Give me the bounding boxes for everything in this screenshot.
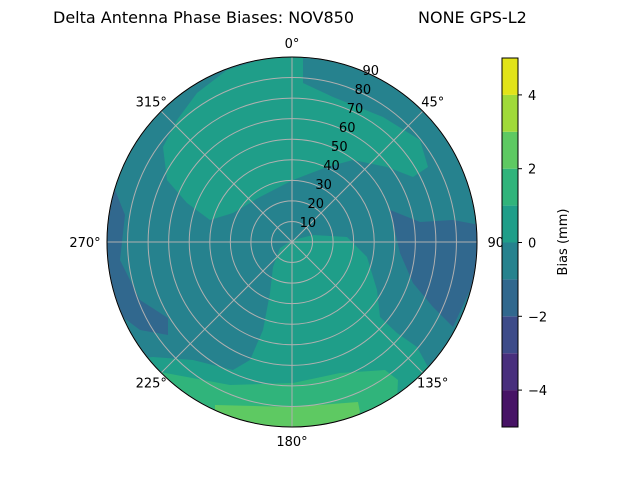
colorbar-band <box>502 390 518 427</box>
radial-tick-label: 80 <box>355 83 372 98</box>
radial-tick-label: 70 <box>347 102 364 117</box>
angular-tick-label: 0° <box>285 37 300 52</box>
colorbar-band <box>502 279 518 317</box>
colorbar-band <box>502 353 518 391</box>
colorbar-tick-label: 2 <box>528 163 536 178</box>
colorbar-band <box>502 58 518 95</box>
colorbar-band <box>502 242 518 280</box>
radial-tick-label: 20 <box>307 197 324 212</box>
angular-tick-label: 180° <box>276 435 307 450</box>
chart-title-left: Delta Antenna Phase Biases: NOV850 <box>53 8 354 27</box>
contour-region-0-1-north <box>163 57 428 220</box>
contour-region-neg2-neg1-east <box>390 210 477 327</box>
colorbar-label: Bias (mm) <box>556 209 571 276</box>
contour-region-2-3-south <box>215 402 360 427</box>
radial-tick-label: 60 <box>339 121 356 136</box>
chart-title-right: NONE GPS-L2 <box>418 8 527 27</box>
colorbar-tick-label: −4 <box>528 384 547 399</box>
angular-tick-label: 270° <box>69 236 100 251</box>
contour-region-neg2-neg1-west <box>107 190 168 335</box>
colorbar-tick-label: 4 <box>528 89 536 104</box>
colorbar: −4 −2 0 2 4 <box>501 57 547 428</box>
colorbar-band <box>502 131 518 169</box>
angular-tick-label: 225° <box>136 377 167 392</box>
colorbar-band <box>502 316 518 354</box>
colorbar-band <box>502 205 518 243</box>
polar-grid <box>106 56 478 428</box>
angular-tick-label: 45° <box>421 95 444 110</box>
radial-tick-labels: 10 20 30 40 50 60 70 80 90 <box>300 64 379 231</box>
colorbar-tick-label: 0 <box>528 237 536 252</box>
polar-frame <box>106 56 478 428</box>
radial-tick-label: 40 <box>323 159 340 174</box>
radial-tick-label: 10 <box>300 216 317 231</box>
colorbar-band <box>502 94 518 132</box>
angular-tick-label: 135° <box>417 377 448 392</box>
radial-tick-label: 90 <box>363 64 380 79</box>
colorbar-band <box>502 168 518 206</box>
radial-tick-label: 50 <box>331 140 348 155</box>
angular-tick-labels: 0°45°90°135°180°225°270°315° <box>69 37 510 450</box>
angular-gridline <box>160 110 424 374</box>
colorbar-tick-label: −2 <box>528 310 547 325</box>
radial-tick-label: 30 <box>315 178 332 193</box>
angular-tick-label: 315° <box>136 95 167 110</box>
